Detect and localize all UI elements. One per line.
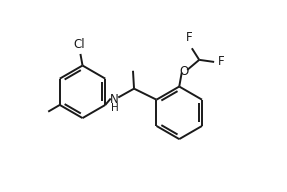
Text: F: F <box>185 31 192 44</box>
Text: Cl: Cl <box>73 38 85 51</box>
Text: H: H <box>110 103 118 113</box>
Text: N: N <box>110 93 119 106</box>
Text: F: F <box>218 55 225 68</box>
Text: O: O <box>180 65 189 78</box>
